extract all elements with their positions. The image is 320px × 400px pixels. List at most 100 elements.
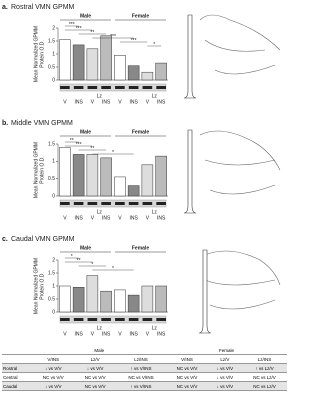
bar bbox=[141, 285, 154, 313]
bar bbox=[127, 65, 140, 81]
chart-title: Caudal VMN GPMM bbox=[11, 236, 75, 243]
y-axis-label: Protein O.D. bbox=[39, 272, 45, 300]
table-cell: ↓ vs V/V bbox=[207, 381, 242, 391]
bar bbox=[155, 285, 167, 313]
blot-band bbox=[156, 318, 166, 321]
x-tick-label: INS bbox=[102, 331, 111, 337]
y-tick-label: 1.5 bbox=[48, 270, 55, 276]
x-tick-label: INS bbox=[74, 215, 83, 221]
y-axis-label: Mean Normalized GPMM bbox=[33, 258, 39, 314]
lz-label: Lz bbox=[97, 325, 103, 331]
panel-label: a. bbox=[2, 4, 8, 11]
chart-title: Middle VMN GPMM bbox=[11, 120, 73, 127]
table-cell: ↑ vs V/INS bbox=[116, 381, 167, 391]
x-tick-label: INS bbox=[157, 99, 166, 105]
x-tick-label: V bbox=[118, 331, 122, 337]
group-label: Male bbox=[80, 129, 91, 135]
significance-label: * bbox=[112, 266, 114, 272]
lz-label: Lz bbox=[97, 93, 103, 99]
y-tick-label: 0.5 bbox=[48, 176, 55, 182]
summary-table: Male Female V/INS Lz/V Lz/INS V/INS Lz/V Lz/INS… bbox=[2, 346, 287, 391]
y-axis-label: Protein O.D. bbox=[39, 40, 45, 68]
bar bbox=[114, 176, 126, 197]
x-tick-label: V bbox=[91, 331, 95, 337]
bar bbox=[72, 44, 85, 81]
y-tick-label: 0.5 bbox=[48, 64, 55, 70]
group-label: Female bbox=[132, 129, 149, 135]
chart-title: Rostral VMN GPMM bbox=[11, 4, 75, 11]
significance-label: *** bbox=[76, 142, 82, 148]
blot-band bbox=[73, 318, 84, 321]
y-axis-label: Protein O.D. bbox=[39, 156, 45, 184]
bar bbox=[59, 39, 71, 81]
blot-band bbox=[142, 202, 153, 205]
bar bbox=[127, 185, 140, 197]
blot-band bbox=[87, 202, 98, 205]
table-cell: ↓ vs V/V bbox=[207, 372, 242, 382]
blot-band bbox=[101, 86, 111, 89]
table-header: Lz/V bbox=[207, 354, 242, 364]
significance-label: *** bbox=[76, 26, 82, 32]
x-tick-label: INS bbox=[157, 215, 166, 221]
y-tick-label: 0 bbox=[52, 193, 55, 199]
x-tick-label: V bbox=[146, 215, 150, 221]
significance-label: * bbox=[71, 254, 73, 260]
significance-label: * bbox=[112, 150, 114, 156]
group-label: Male bbox=[80, 13, 91, 19]
table-row: Caudal ↓ vs V/V NC vs V/V ↑ vs V/INS NC vs V… bbox=[2, 381, 287, 391]
bar bbox=[72, 287, 85, 313]
y-axis-label: Mean Normalized GPMM bbox=[33, 26, 39, 82]
blot-band bbox=[60, 86, 70, 89]
blot-band bbox=[73, 86, 84, 89]
y-tick-label: 0 bbox=[52, 309, 55, 315]
x-tick-label: INS bbox=[102, 215, 111, 221]
blot-band bbox=[73, 202, 84, 205]
bar bbox=[127, 294, 140, 313]
bar bbox=[141, 71, 154, 81]
lz-label: Lz bbox=[152, 325, 158, 331]
lz-label: Lz bbox=[152, 93, 158, 99]
table-header: Male bbox=[32, 346, 167, 355]
table-header: Lz/V bbox=[74, 354, 116, 364]
blot-band bbox=[128, 202, 139, 205]
y-tick-label: 0 bbox=[52, 77, 55, 83]
bar bbox=[114, 289, 126, 313]
x-tick-label: INS bbox=[129, 99, 138, 105]
bar bbox=[141, 164, 154, 197]
panel-label: c. bbox=[2, 236, 8, 243]
bar bbox=[86, 48, 99, 81]
blot-band bbox=[60, 202, 70, 205]
x-tick-label: V bbox=[91, 215, 95, 221]
y-tick-label: 0.5 bbox=[48, 296, 55, 302]
bar bbox=[100, 157, 112, 197]
significance-label: *** bbox=[69, 22, 75, 28]
blot-band bbox=[87, 318, 98, 321]
blot-band bbox=[142, 86, 153, 89]
y-axis-label: Mean Normalized GPMM bbox=[33, 142, 39, 198]
y-tick-label: 1.5 bbox=[48, 38, 55, 44]
significance-label: ** bbox=[77, 258, 81, 264]
table-cell: Rostral bbox=[2, 363, 33, 373]
western-blot bbox=[59, 315, 167, 324]
group-label: Female bbox=[132, 13, 149, 19]
y-tick-label: 1 bbox=[52, 51, 55, 57]
x-tick-label: V bbox=[63, 99, 67, 105]
significance-label: * bbox=[153, 42, 155, 48]
bar bbox=[155, 62, 167, 81]
blot-band bbox=[101, 318, 111, 321]
significance-label: ** bbox=[90, 146, 94, 152]
table-row: V/INS Lz/V Lz/INS V/INS Lz/V Lz/INS bbox=[2, 354, 287, 364]
bar bbox=[59, 285, 71, 313]
x-tick-label: V bbox=[63, 215, 67, 221]
x-tick-label: V bbox=[118, 215, 122, 221]
table-header bbox=[2, 354, 33, 364]
lz-label: Lz bbox=[97, 209, 103, 215]
table-cell: ↓ vs V/V bbox=[74, 363, 116, 373]
bar bbox=[100, 290, 112, 313]
blot-band bbox=[156, 202, 166, 205]
y-tick-label: 2 bbox=[52, 25, 55, 31]
significance-label: *** bbox=[110, 34, 116, 40]
blot-band bbox=[156, 86, 166, 89]
y-tick-label: 1 bbox=[52, 159, 55, 165]
group-label: Female bbox=[132, 245, 149, 251]
